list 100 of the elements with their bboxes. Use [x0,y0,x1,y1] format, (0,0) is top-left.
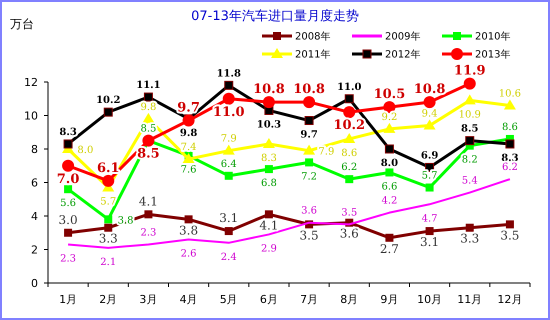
x-tick-label: 12月 [497,293,522,306]
data-label: 2.1 [100,256,116,268]
data-label: 11.1 [136,80,161,92]
data-label: 7.6 [180,164,197,176]
data-label: 10.5 [374,87,406,102]
point [64,228,72,237]
data-label: 4.1 [259,218,278,232]
point [62,160,74,172]
legend-label: 2011年 [295,48,330,60]
point [102,174,114,187]
x-tick-label: 6月 [260,293,278,306]
data-label: 3.1 [420,235,440,250]
y-tick-label: 10 [24,109,38,122]
data-label: 5.7 [422,170,438,182]
data-label: 7.2 [301,171,318,182]
data-label: 2.4 [220,252,237,263]
data-label: 2.9 [260,243,277,254]
data-label: 5.6 [60,198,76,210]
chart-title: 07-13年汽车进口量月度走势 [191,8,359,24]
y-tick-label: 4 [31,210,38,223]
point [264,210,273,218]
data-label: 2.3 [60,253,76,264]
point [264,165,273,174]
y-tick-label: 12 [24,76,38,89]
point [182,114,195,127]
y-tick-label: 0 [31,276,38,290]
point [262,138,275,148]
point [426,227,434,236]
point [104,215,112,224]
data-label: 10.8 [293,82,325,98]
y-tick-label: 6 [31,176,38,190]
point [224,227,233,236]
x-tick-label: 3月 [139,293,158,306]
data-label: 8.6 [341,148,358,159]
y-axis-title: 万台 [10,17,34,31]
data-label: 4.7 [422,213,438,224]
point [144,210,152,218]
data-label: 3.1 [219,211,238,226]
data-label: 7.4 [180,142,197,154]
point [345,175,354,184]
data-label: 10.3 [256,119,282,130]
data-label: 3.5 [341,207,358,218]
point [142,112,154,123]
data-label: 3.5 [300,228,319,242]
x-tick-label: 5月 [220,293,238,306]
data-label: 4.2 [381,196,398,207]
point [344,94,354,104]
data-label: 9.2 [381,112,398,123]
data-label: 6.2 [502,162,518,174]
point [222,92,235,105]
data-label: 4.1 [138,194,158,208]
data-label: 9.8 [180,128,198,139]
data-label: 7.9 [318,146,334,158]
legend-label: 2012年 [385,48,420,60]
x-tick-label: 10月 [417,293,442,306]
data-label: 2.7 [380,242,399,256]
point [222,144,235,155]
data-label: 3.6 [340,226,359,241]
point [303,144,316,155]
data-label: 8.3 [59,126,77,138]
point [424,96,436,108]
data-label: 10.8 [414,82,446,98]
x-tick-label: 1月 [59,293,78,306]
point [505,139,514,148]
data-label: 11.8 [216,68,241,80]
data-label: 5.7 [100,196,116,208]
point [224,80,234,90]
data-label: 3.8 [179,223,198,238]
data-label: 8.2 [462,154,478,166]
data-label: 9.8 [140,102,156,113]
point [304,116,314,126]
data-label: 11.9 [454,64,486,79]
data-label: 2.6 [180,248,197,260]
point [424,120,436,130]
point [64,139,73,148]
data-label: 5.4 [462,176,478,187]
data-label: 6.2 [341,162,358,174]
data-label: 9.7 [300,130,318,141]
x-tick-label: 2月 [99,293,118,306]
data-label: 9.7 [177,100,200,116]
data-label: 3.5 [500,228,520,242]
data-label: 6.6 [381,181,398,192]
x-tick-label: 9月 [380,293,398,306]
point [504,99,516,110]
data-label: 2.3 [140,227,156,238]
data-label: 10.2 [96,95,120,106]
data-label: 11.0 [212,104,245,120]
data-label: 6.9 [420,150,438,162]
data-label: 3.8 [118,215,134,226]
point [466,224,474,232]
data-label: 6.1 [96,160,120,176]
data-label: 8.0 [380,158,398,169]
data-label: 7.0 [56,172,80,187]
point [385,168,394,176]
legend-label: 2010年 [475,30,510,42]
y-tick-label: 8 [31,142,38,156]
point [343,132,356,143]
point [224,172,233,180]
x-tick-label: 11月 [457,293,482,306]
point [464,78,476,90]
